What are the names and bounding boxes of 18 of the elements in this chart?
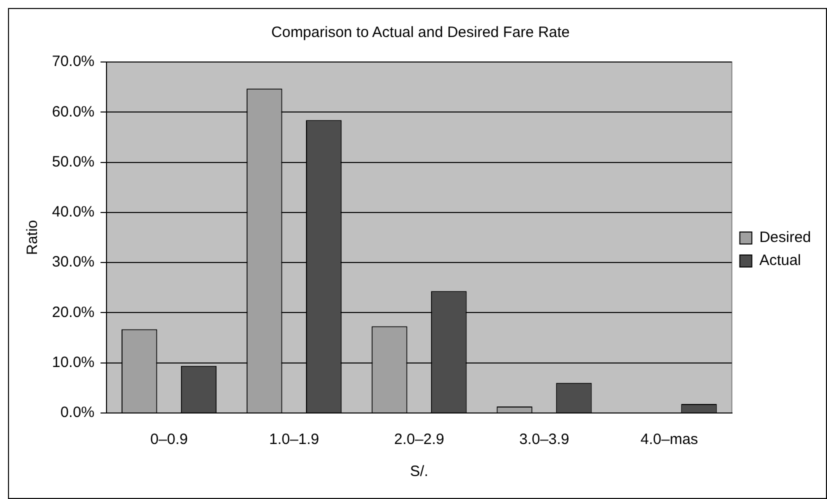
y-axis-title: Ratio <box>24 220 42 256</box>
chart-title: Comparison to Actual and Desired Fare Rate <box>271 24 570 42</box>
legend-label: Desired <box>759 229 811 246</box>
y-tick-label: 30.0% <box>52 254 95 271</box>
y-tick-label: 60.0% <box>52 103 95 120</box>
x-tick-label: 0–0.9 <box>150 431 188 448</box>
y-tick-label: 20.0% <box>52 304 95 321</box>
x-tick-label: 2.0–2.9 <box>394 431 444 448</box>
x-tick-label: 1.0–1.9 <box>269 431 320 448</box>
legend-label: Actual <box>759 252 802 270</box>
x-tick-label: 3.0–3.9 <box>519 431 570 448</box>
x-axis-title: S/. <box>410 463 428 480</box>
y-tick-label: 40.0% <box>52 204 95 221</box>
y-tick-label: 70.0% <box>52 53 95 70</box>
y-tick-label: 10.0% <box>52 354 95 371</box>
y-tick-label: 0.0% <box>60 404 95 422</box>
y-tick-label: 50.0% <box>52 153 95 170</box>
x-tick-label: 4.0–mas <box>640 431 698 448</box>
